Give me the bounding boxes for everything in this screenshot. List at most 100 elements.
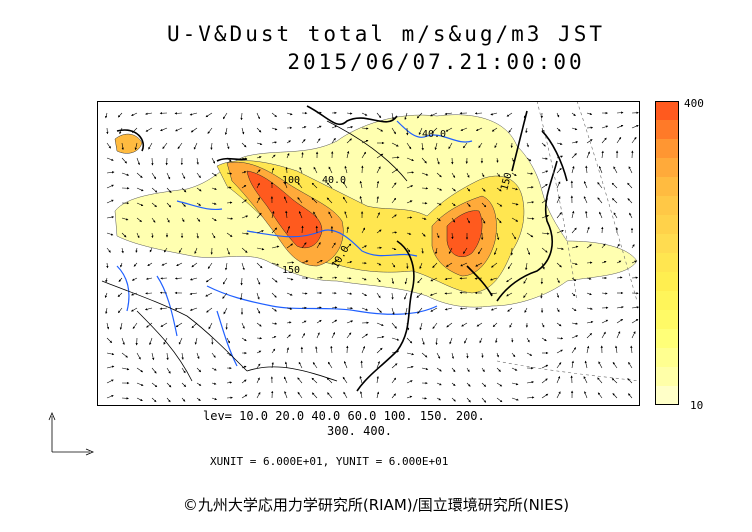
wind-arrow — [451, 202, 456, 207]
wind-arrow — [301, 320, 307, 324]
wind-arrow — [361, 307, 369, 311]
wind-arrow — [301, 152, 304, 159]
wind-arrow — [181, 397, 186, 402]
wind-arrow — [328, 211, 333, 219]
wind-arrow — [181, 187, 187, 193]
wind-arrow — [241, 247, 248, 253]
wind-arrow — [316, 241, 321, 249]
wind-arrow — [436, 352, 441, 359]
wind-arrow — [481, 217, 486, 224]
wind-arrow — [404, 277, 408, 285]
wind-arrow — [162, 142, 168, 150]
wind-arrow — [316, 319, 322, 324]
wind-arrow — [149, 247, 153, 253]
wind-arrow — [121, 337, 125, 345]
wind-arrow — [346, 332, 352, 339]
wind-arrow — [376, 112, 382, 119]
wind-arrow — [241, 232, 249, 235]
wind-arrow — [346, 138, 352, 144]
wind-arrow — [331, 306, 338, 309]
wind-arrow — [601, 260, 607, 264]
wind-arrow — [421, 142, 424, 151]
wind-arrow — [511, 172, 517, 177]
wind-arrow — [406, 380, 413, 384]
wind-arrow — [526, 142, 529, 148]
wind-arrow — [496, 172, 501, 177]
wind-arrow — [286, 261, 295, 264]
wind-arrow — [435, 337, 438, 346]
wind-arrow — [421, 232, 426, 237]
wind-arrow — [151, 187, 158, 193]
wind-arrow — [444, 277, 453, 281]
wind-arrow — [160, 322, 168, 327]
wind-arrow — [523, 277, 528, 284]
wind-arrow — [541, 337, 547, 342]
wind-arrow — [241, 379, 247, 384]
levels-line-1: lev= 10.0 20.0 40.0 60.0 100. 150. 200. — [203, 409, 485, 423]
wind-arrow — [311, 197, 318, 204]
wind-arrow — [431, 127, 438, 134]
wind-arrow — [421, 217, 427, 220]
wind-arrow — [526, 172, 534, 175]
wind-arrow — [311, 182, 318, 189]
wind-arrow — [161, 262, 168, 266]
wind-arrow — [104, 292, 108, 298]
wind-arrow — [131, 292, 138, 296]
wind-arrow — [297, 197, 303, 204]
wind-arrow — [286, 140, 292, 144]
wind-arrow — [556, 292, 560, 298]
wind-arrow — [406, 185, 414, 189]
wind-arrow — [211, 367, 217, 371]
wind-arrow — [376, 127, 384, 132]
wind-arrow — [541, 127, 544, 133]
wind-arrow — [585, 165, 588, 174]
wind-arrow — [145, 277, 153, 280]
wind-arrow — [106, 379, 114, 384]
wind-arrow — [466, 217, 470, 224]
wind-arrow — [466, 352, 469, 359]
wind-arrow — [598, 361, 603, 369]
wind-arrow — [146, 322, 153, 328]
wind-arrow — [271, 277, 278, 283]
colorbar-swatch — [655, 234, 679, 254]
wind-arrow — [297, 377, 303, 384]
wind-arrow — [256, 112, 260, 120]
colorbar-swatch — [655, 158, 679, 178]
wind-arrow — [205, 112, 213, 118]
levels-line-2: 300. 400. — [327, 424, 393, 438]
wind-arrow — [196, 367, 202, 373]
wind-arrow — [571, 360, 574, 369]
wind-arrow — [286, 307, 293, 310]
wind-arrow — [151, 172, 157, 180]
wind-arrow — [121, 352, 128, 358]
wind-arrow — [436, 187, 443, 191]
wind-arrow — [613, 212, 618, 219]
wind-arrow — [611, 378, 618, 384]
wind-arrow — [346, 226, 349, 234]
wind-arrow — [556, 181, 561, 189]
wind-arrow — [459, 307, 468, 310]
contour-label: 150 — [499, 171, 514, 191]
wind-arrow — [526, 396, 535, 399]
wind-arrow — [466, 397, 471, 403]
wind-arrow — [226, 186, 232, 189]
wind-arrow — [299, 166, 303, 174]
wind-arrow — [616, 136, 622, 144]
wind-arrow — [461, 322, 468, 327]
colorbar — [655, 101, 679, 405]
wind-arrow — [583, 376, 588, 384]
wind-arrow — [205, 277, 213, 283]
wind-arrow — [376, 391, 380, 399]
wind-arrow — [328, 166, 333, 174]
wind-arrow — [211, 352, 216, 358]
wind-arrow — [241, 185, 247, 189]
wind-arrow — [222, 292, 228, 299]
wind-arrow — [256, 322, 262, 327]
wind-arrow — [285, 166, 288, 174]
wind-arrow — [585, 210, 588, 219]
wind-arrow — [166, 187, 172, 193]
wind-arrow — [301, 332, 306, 339]
wind-arrow — [271, 322, 278, 325]
wind-arrow — [601, 331, 606, 339]
wind-arrow — [404, 112, 408, 120]
